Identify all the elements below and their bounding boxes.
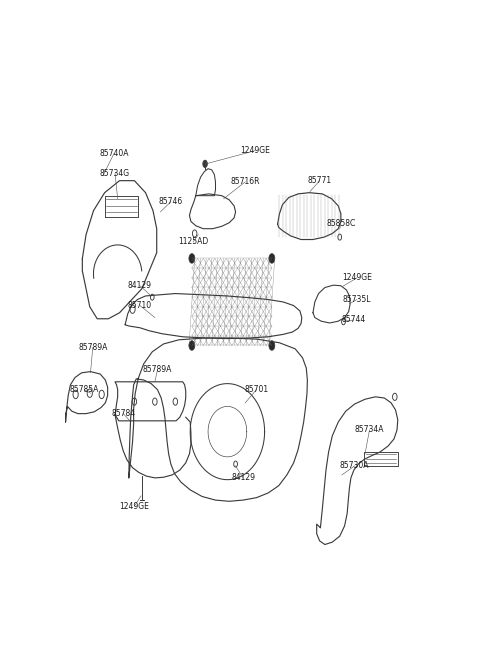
- Text: 85858C: 85858C: [326, 219, 356, 229]
- Text: 1249GE: 1249GE: [342, 273, 372, 282]
- Text: 85735L: 85735L: [343, 295, 371, 304]
- Text: 85710: 85710: [128, 301, 152, 310]
- Text: 84129: 84129: [231, 474, 255, 482]
- Text: 85701: 85701: [244, 385, 268, 394]
- Text: 85730A: 85730A: [340, 461, 370, 470]
- Text: 84129: 84129: [128, 281, 152, 290]
- Text: 1125AD: 1125AD: [178, 237, 208, 246]
- Text: 85734G: 85734G: [100, 169, 130, 178]
- Circle shape: [269, 341, 275, 350]
- Text: 1249GE: 1249GE: [120, 502, 149, 511]
- Circle shape: [269, 253, 275, 263]
- Text: 85771: 85771: [308, 176, 332, 185]
- Text: 85746: 85746: [159, 197, 183, 206]
- Circle shape: [189, 341, 195, 350]
- Text: 85784: 85784: [111, 409, 135, 418]
- Text: 85734A: 85734A: [355, 425, 384, 434]
- Text: 85785A: 85785A: [70, 385, 99, 394]
- Text: 85716R: 85716R: [230, 178, 260, 187]
- Text: 85744: 85744: [342, 316, 366, 324]
- Circle shape: [203, 160, 207, 168]
- Text: 85789A: 85789A: [143, 365, 172, 374]
- Text: 85740A: 85740A: [99, 149, 129, 158]
- Text: 1249GE: 1249GE: [240, 146, 270, 155]
- Circle shape: [189, 253, 195, 263]
- Text: 85789A: 85789A: [78, 343, 108, 352]
